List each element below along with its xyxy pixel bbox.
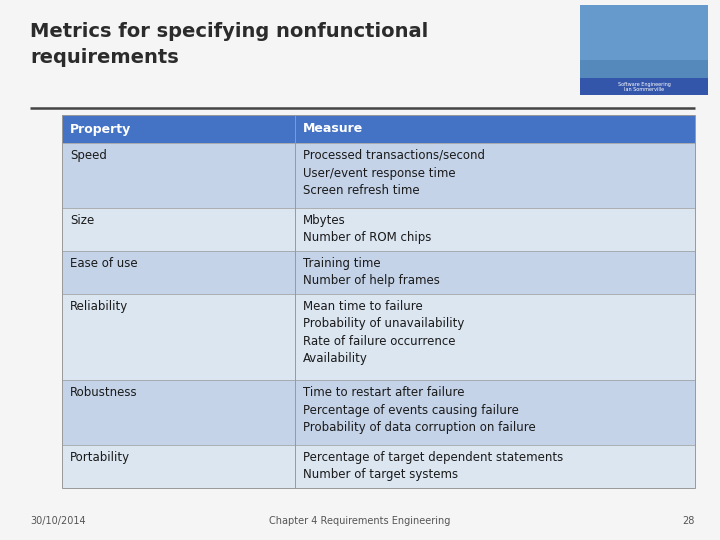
Text: Measure: Measure [303,123,364,136]
Text: Robustness: Robustness [70,386,138,399]
Bar [62,143,695,208]
Bar [580,5,708,60]
Text: Reliability: Reliability [70,300,128,313]
Text: Portability: Portability [70,451,130,464]
Text: Software Engineering
Ian Sommerville: Software Engineering Ian Sommerville [618,82,670,92]
Text: Property: Property [70,123,131,136]
Text: Metrics for specifying nonfunctional: Metrics for specifying nonfunctional [30,22,428,41]
Text: Time to restart after failure
Percentage of events causing failure
Probability o: Time to restart after failure Percentage… [303,386,536,434]
Bar [62,208,695,251]
Text: Mbytes
Number of ROM chips: Mbytes Number of ROM chips [303,214,431,244]
Text: Training time
Number of help frames: Training time Number of help frames [303,257,440,287]
Text: Processed transactions/second
User/event response time
Screen refresh time: Processed transactions/second User/event… [303,149,485,197]
Text: requirements: requirements [30,48,179,67]
Bar [62,251,695,294]
Bar [62,115,695,488]
Text: Percentage of target dependent statements
Number of target systems: Percentage of target dependent statement… [303,451,563,481]
Text: Speed: Speed [70,149,107,162]
Bar [62,445,695,488]
Text: Ease of use: Ease of use [70,257,138,270]
Bar [62,294,695,380]
Bar [62,380,695,445]
Text: 28: 28 [683,516,695,526]
Text: Size: Size [70,214,94,227]
Text: Mean time to failure
Probability of unavailability
Rate of failure occurrence
Av: Mean time to failure Probability of unav… [303,300,464,366]
Bar [580,5,708,95]
Text: 30/10/2014: 30/10/2014 [30,516,86,526]
Bar [580,78,708,95]
Bar [62,115,695,143]
Text: Chapter 4 Requirements Engineering: Chapter 4 Requirements Engineering [269,516,451,526]
